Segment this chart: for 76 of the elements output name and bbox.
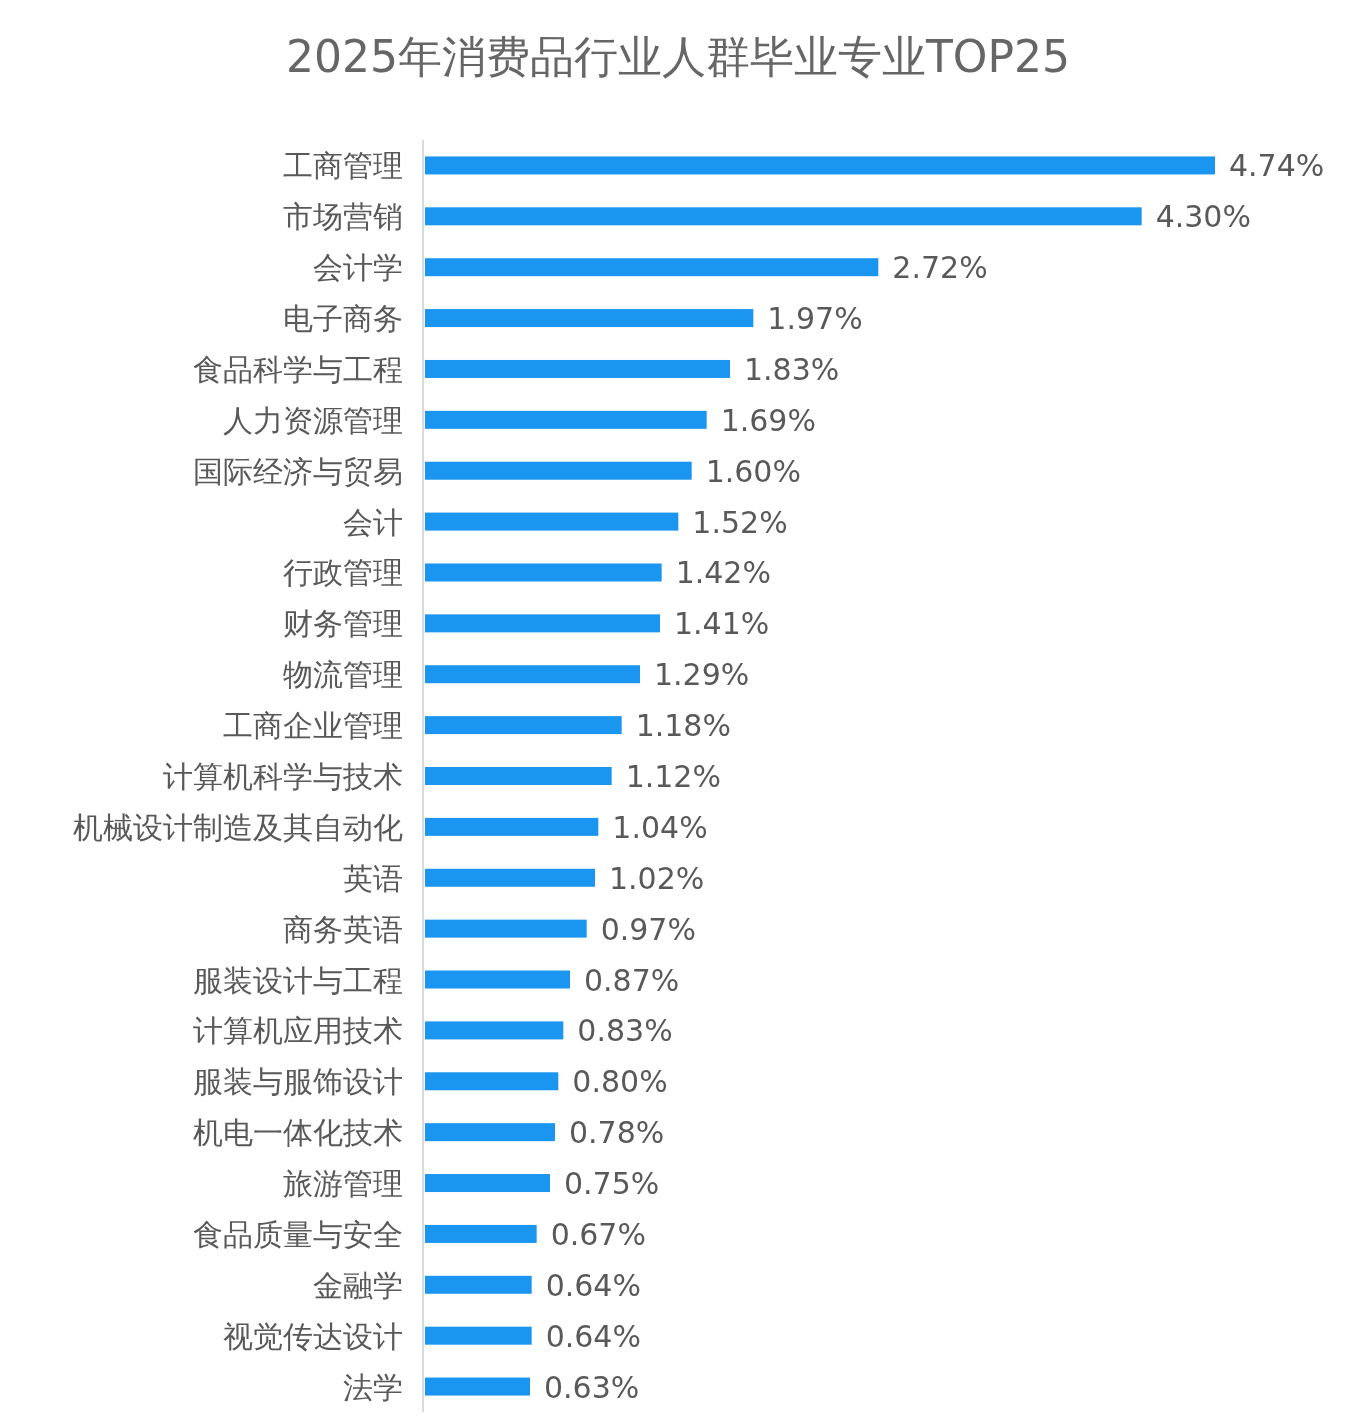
chart-title: 2025年消费品行业人群毕业专业TOP25	[285, 31, 1071, 82]
y-tick-label: 食品科学与工程	[193, 351, 403, 387]
y-tick-label: 电子商务	[283, 301, 403, 337]
bar	[425, 1377, 530, 1396]
y-tick-label: 服装设计与工程	[193, 962, 403, 998]
data-label: 1.60%	[705, 453, 801, 489]
bar	[425, 716, 622, 735]
data-label: 4.74%	[1229, 148, 1325, 184]
data-label: 4.30%	[1155, 199, 1251, 235]
y-tick-label: 英语	[343, 860, 403, 896]
data-label: 1.42%	[675, 555, 771, 591]
data-label: 1.18%	[635, 708, 731, 744]
bar	[425, 563, 662, 582]
y-tick-label: 会计	[343, 504, 403, 540]
data-label: 0.80%	[572, 1064, 668, 1100]
data-label: 1.04%	[612, 809, 708, 845]
data-label: 1.02%	[609, 860, 705, 896]
data-label: 1.29%	[654, 657, 750, 693]
y-tick-label: 机械设计制造及其自动化	[73, 809, 403, 845]
bar	[425, 767, 612, 785]
y-tick-label: 会计学	[313, 250, 403, 286]
y-tick-label: 物流管理	[283, 657, 403, 693]
bar	[425, 512, 679, 531]
bar	[425, 919, 587, 938]
bar	[425, 614, 660, 633]
bar	[425, 868, 595, 887]
bar	[425, 1021, 564, 1040]
bar	[425, 1275, 532, 1294]
bar	[425, 1224, 537, 1243]
data-label: 0.67%	[550, 1216, 646, 1252]
y-tick-label: 计算机科学与技术	[163, 759, 403, 794]
data-label: 0.64%	[545, 1267, 641, 1303]
bar	[425, 258, 879, 277]
data-label: 1.69%	[720, 402, 816, 438]
data-label: 0.97%	[600, 911, 696, 947]
data-label: 1.12%	[625, 759, 721, 794]
y-tick-label: 计算机应用技术	[193, 1013, 403, 1049]
y-tick-label: 金融学	[313, 1267, 403, 1303]
y-tick-label: 视觉传达设计	[223, 1318, 403, 1354]
data-label: 1.97%	[767, 301, 863, 337]
bar	[425, 970, 570, 989]
bar	[425, 359, 730, 378]
y-tick-label: 财务管理	[283, 606, 403, 642]
bar	[425, 1072, 559, 1091]
data-label: 0.78%	[569, 1115, 665, 1151]
bar	[425, 207, 1142, 226]
y-tick-label: 工商管理	[283, 148, 403, 184]
data-label: 1.83%	[744, 351, 840, 387]
y-tick-label: 食品质量与安全	[193, 1216, 403, 1252]
data-label: 0.83%	[577, 1013, 673, 1049]
bar	[425, 461, 692, 480]
y-tick-label: 人力资源管理	[223, 402, 403, 438]
bar	[425, 1326, 532, 1345]
data-label: 1.52%	[692, 504, 788, 540]
y-tick-label: 工商企业管理	[223, 708, 403, 744]
data-label: 0.63%	[544, 1369, 640, 1405]
bar	[425, 309, 754, 328]
bar	[425, 817, 599, 836]
y-tick-label: 机电一体化技术	[193, 1115, 403, 1151]
y-tick-label: 旅游管理	[283, 1166, 403, 1202]
y-tick-label: 商务英语	[283, 911, 403, 947]
y-tick-label: 国际经济与贸易	[193, 453, 403, 489]
data-label: 1.41%	[674, 606, 770, 642]
bar	[425, 1174, 550, 1193]
data-label: 0.87%	[584, 962, 680, 998]
bar	[425, 156, 1215, 175]
data-label: 2.72%	[892, 250, 988, 286]
data-label: 0.75%	[564, 1166, 660, 1202]
bar	[425, 1123, 555, 1142]
bar	[425, 665, 640, 684]
y-tick-label: 法学	[343, 1369, 403, 1405]
y-tick-label: 服装与服饰设计	[193, 1064, 403, 1100]
bar	[425, 410, 707, 429]
y-tick-label: 行政管理	[283, 555, 403, 591]
y-tick-label: 市场营销	[283, 199, 403, 235]
data-label: 0.64%	[545, 1318, 641, 1354]
